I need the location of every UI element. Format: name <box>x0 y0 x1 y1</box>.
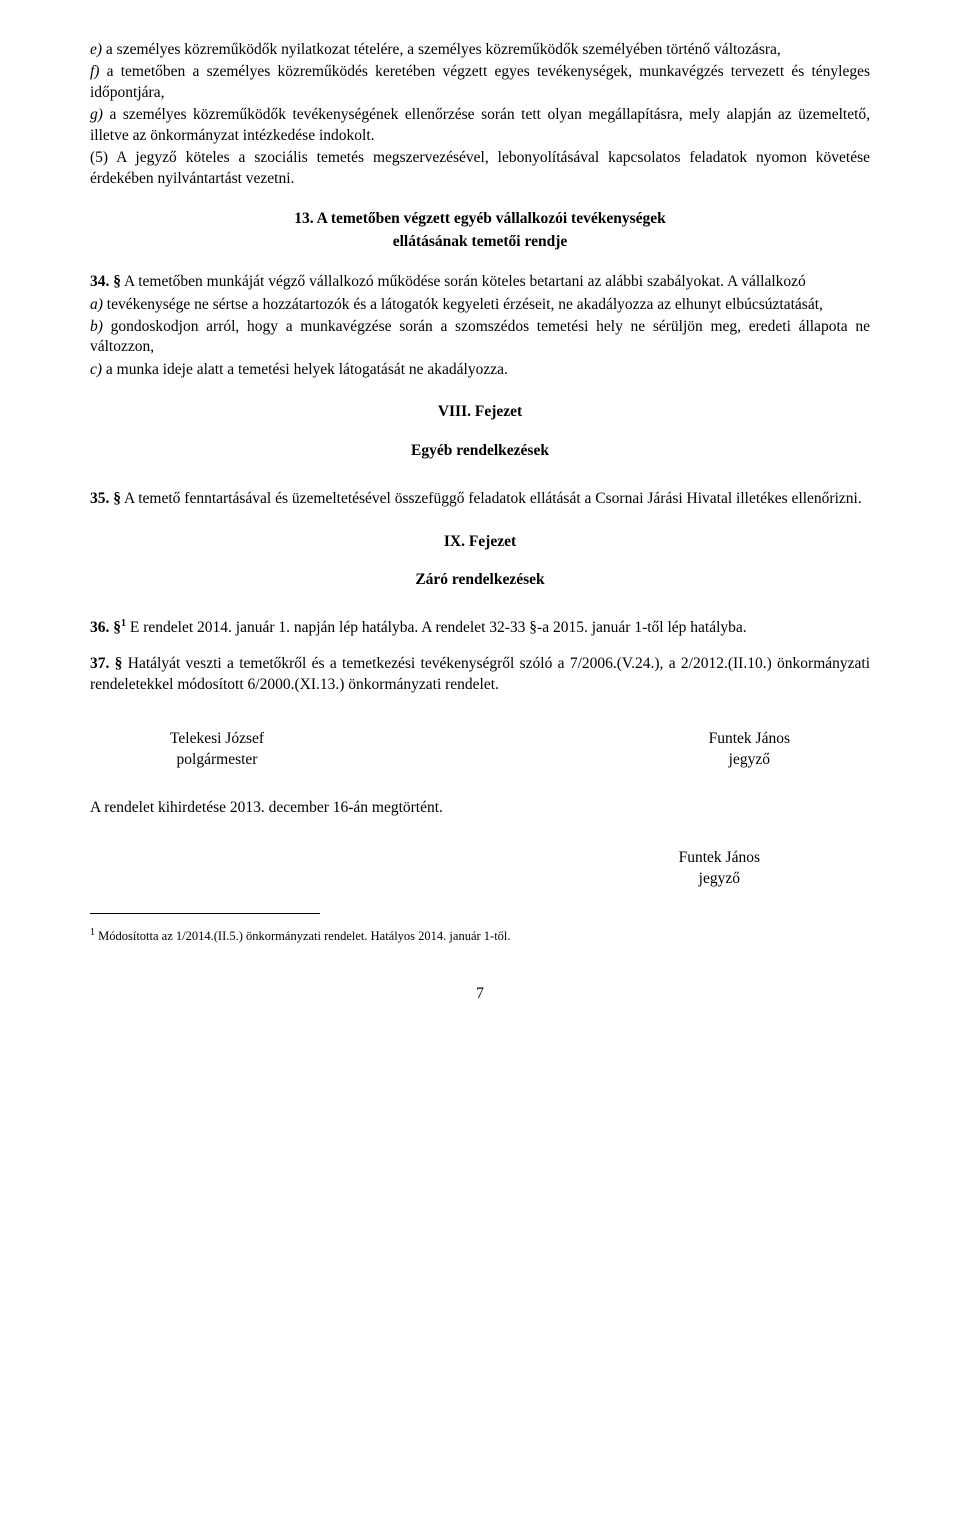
para-37-text: Hatályát veszti a temetőkről és a temetk… <box>90 655 870 692</box>
signature-block-1: Telekesi József polgármester Funtek Jáno… <box>170 729 790 770</box>
item-text-e: a személyes közreműködők nyilatkozat tét… <box>106 41 781 58</box>
para-37: 37. § Hatályát veszti a temetőkről és a … <box>90 654 870 695</box>
sign-right-name: Funtek János <box>709 729 790 749</box>
signature-left: Telekesi József polgármester <box>170 729 264 770</box>
para-34-lead: 34. § <box>90 273 121 290</box>
promulgation-line: A rendelet kihirdetése 2013. december 16… <box>90 798 870 818</box>
sign-left-name: Telekesi József <box>170 729 264 749</box>
section-13-subtitle: ellátásának temetői rendje <box>90 232 870 252</box>
chapter-8-title: VIII. Fejezet <box>90 402 870 422</box>
item-text-g: a személyes közreműködők tevékenységének… <box>90 106 870 143</box>
para-35-lead: 35. § <box>90 490 121 507</box>
item-text-a: tevékenysége ne sértse a hozzátartozók é… <box>107 296 823 313</box>
page-container: e) a személyes közreműködők nyilatkozat … <box>0 0 960 1517</box>
chapter-9-subtitle: Záró rendelkezések <box>90 570 870 590</box>
page-number: 7 <box>90 984 870 1004</box>
para-34-intro-text: A temetőben munkáját végző vállalkozó mű… <box>124 273 806 290</box>
item-text-f: a temetőben a személyes közreműködés ker… <box>90 63 870 100</box>
para-34-c: c) a munka ideje alatt a temetési helyek… <box>90 360 870 380</box>
footnote-marker: 1 <box>90 927 95 938</box>
para-35-text: A temető fenntartásával és üzemeltetésév… <box>124 490 862 507</box>
item-label-g: g) <box>90 106 103 123</box>
signature-2-col: Funtek János jegyző <box>679 848 760 889</box>
para-34-b: b) gondoskodjon arról, hogy a munkavégzé… <box>90 317 870 358</box>
item-label-c: c) <box>90 361 102 378</box>
signature-right: Funtek János jegyző <box>709 729 790 770</box>
intro-item-f: f) a temetőben a személyes közreműködés … <box>90 62 870 103</box>
item-label-e: e) <box>90 41 102 58</box>
para-36-lead: 36. § <box>90 619 121 636</box>
intro-item-g: g) a személyes közreműködők tevékenységé… <box>90 105 870 146</box>
item-label-a: a) <box>90 296 103 313</box>
sign-right-title: jegyző <box>709 750 790 770</box>
para-36-sup: 1 <box>121 618 126 629</box>
footnote-text: Módosította az 1/2014.(II.5.) önkormányz… <box>98 929 510 943</box>
item-text-b: gondoskodjon arról, hogy a munkavégzése … <box>90 318 870 355</box>
footnote-1: 1 Módosította az 1/2014.(II.5.) önkormán… <box>90 927 870 944</box>
para-36-text: E rendelet 2014. január 1. napján lép ha… <box>130 619 747 636</box>
chapter-9-title: IX. Fejezet <box>90 532 870 552</box>
section-13-title: 13. A temetőben végzett egyéb vállalkozó… <box>90 209 870 229</box>
chapter-8-subtitle: Egyéb rendelkezések <box>90 441 870 461</box>
para-35: 35. § A temető fenntartásával és üzemelt… <box>90 489 870 509</box>
signature-block-2: Funtek János jegyző <box>90 848 760 889</box>
sign2-title: jegyző <box>679 869 760 889</box>
intro-p5: (5) A jegyző köteles a szociális temetés… <box>90 148 870 189</box>
para-34-intro: 34. § A temetőben munkáját végző vállalk… <box>90 272 870 292</box>
footnote-rule <box>90 913 320 914</box>
para-36: 36. §1 E rendelet 2014. január 1. napján… <box>90 617 870 639</box>
item-text-c: a munka ideje alatt a temetési helyek lá… <box>106 361 508 378</box>
intro-item-e: e) a személyes közreműködők nyilatkozat … <box>90 40 870 60</box>
para-34-a: a) tevékenysége ne sértse a hozzátartozó… <box>90 295 870 315</box>
sign-left-title: polgármester <box>170 750 264 770</box>
para-37-lead: 37. § <box>90 655 122 672</box>
item-label-b: b) <box>90 318 103 335</box>
item-label-f: f) <box>90 63 99 80</box>
sign2-name: Funtek János <box>679 848 760 868</box>
